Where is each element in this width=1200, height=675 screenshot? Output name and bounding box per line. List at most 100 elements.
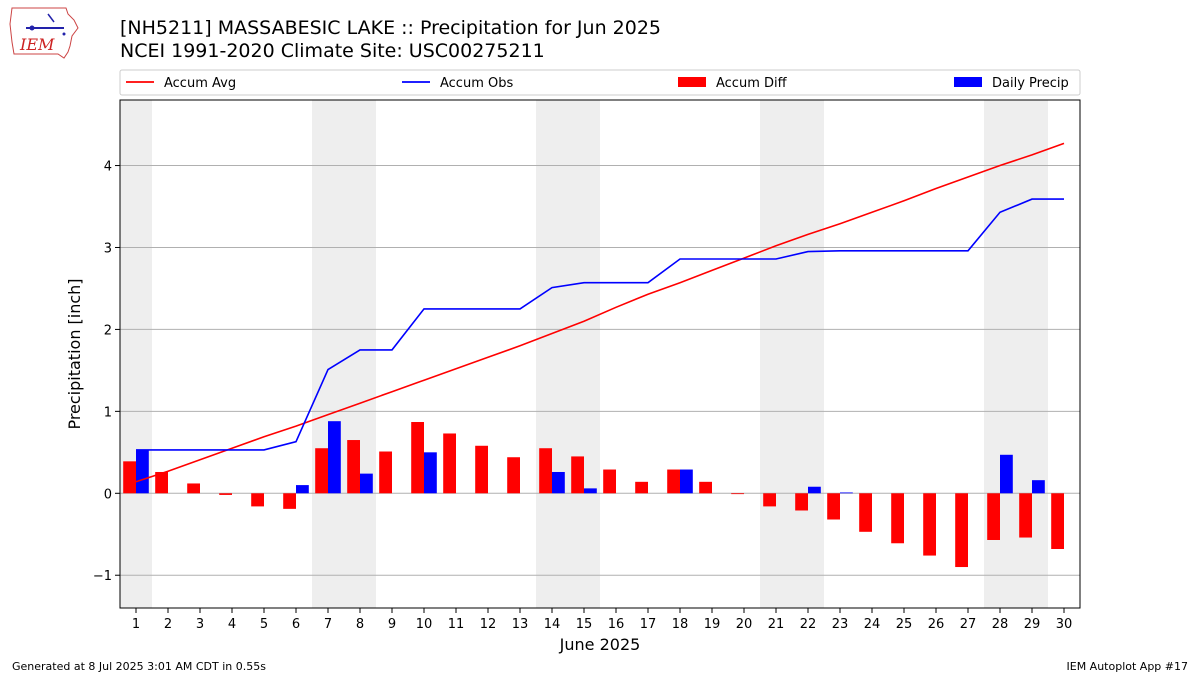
accum-diff-bar (187, 483, 200, 494)
accum-diff-bar (347, 440, 360, 494)
accum-diff-bar (411, 422, 424, 494)
iowa-outline-icon (9, 7, 79, 59)
plot-frame (119, 99, 1081, 609)
x-tick-label: 8 (356, 617, 364, 632)
accum-diff-bar (443, 433, 456, 494)
x-tick-label: 1 (132, 617, 140, 632)
daily-precip-bar (808, 486, 821, 494)
accum-diff-bar (955, 493, 968, 568)
x-tick-label: 13 (512, 617, 529, 632)
footer-app-text: IEM Autoplot App #17 (1066, 660, 1189, 673)
x-tick-label: 14 (544, 617, 561, 632)
accum-diff-bar (731, 493, 744, 495)
x-tick-label: 20 (736, 617, 753, 632)
x-tick-label: 26 (928, 617, 945, 632)
accum-diff-bar (539, 448, 552, 494)
accum-diff-bar (123, 461, 136, 494)
chart-title: [NH5211] MASSABESIC LAKE :: Precipitatio… (120, 17, 661, 39)
accum-diff-bar (987, 493, 1000, 540)
iem-logo: IEM (9, 7, 79, 59)
x-tick-label: 15 (576, 617, 593, 632)
logo-text: IEM (19, 35, 55, 54)
x-tick-label: 6 (292, 617, 300, 632)
x-tick-label: 28 (992, 617, 1009, 632)
daily-precip-bar (360, 473, 373, 494)
x-tick-label: 2 (164, 617, 172, 632)
accum-diff-bar (795, 493, 808, 511)
x-tick-label: 7 (324, 617, 332, 632)
y-tick-label: −1 (93, 569, 112, 584)
accum-diff-bar (155, 471, 168, 494)
daily-precip-bar (840, 492, 853, 494)
legend-box (119, 69, 1081, 96)
x-tick-label: 29 (1024, 617, 1041, 632)
chart-subtitle: NCEI 1991-2020 Climate Site: USC00275211 (120, 40, 545, 62)
x-tick-label: 19 (704, 617, 721, 632)
x-tick-label: 23 (832, 617, 849, 632)
x-tick-label: 16 (608, 617, 625, 632)
legend-label: Accum Avg (164, 76, 236, 91)
accum-diff-bar (635, 481, 648, 494)
legend-label: Daily Precip (992, 76, 1069, 91)
x-tick-label: 12 (480, 617, 497, 632)
bars (123, 421, 1064, 568)
weekend-shading (120, 100, 1048, 608)
accum-diff-bar (603, 469, 616, 494)
accum-diff-bar (283, 493, 296, 509)
legend-label: Accum Obs (440, 76, 513, 91)
lines (135, 142, 1065, 483)
x-axis-label: June 2025 (559, 635, 641, 654)
daily-precip-bar (296, 485, 309, 494)
legend: Accum Avg Accum Obs Accum Diff Daily Precip (119, 69, 1081, 96)
grid-lines (120, 165, 1080, 576)
daily-precip-bar (552, 471, 565, 494)
x-tick-label: 3 (196, 617, 204, 632)
y-tick-label: 3 (104, 241, 112, 256)
accum-diff-bar (1019, 493, 1032, 538)
accum-diff-bar (219, 493, 232, 495)
x-tick-label: 18 (672, 617, 689, 632)
x-tick-label: 25 (896, 617, 913, 632)
daily-precip-bar (1000, 454, 1013, 494)
y-axis-label: Precipitation [inch] (65, 278, 84, 429)
weekend-band (760, 100, 824, 608)
daily-precip-bar (328, 421, 341, 494)
accum-diff-bar (315, 448, 328, 494)
y-tick-label: 4 (104, 160, 112, 175)
x-tick-label: 24 (864, 617, 881, 632)
legend-bar-swatch (678, 77, 706, 87)
accum-diff-bar (667, 469, 680, 494)
accum-diff-bar (475, 445, 488, 494)
legend-label: Accum Diff (716, 76, 788, 91)
x-tick-label: 4 (228, 617, 236, 632)
x-tick-label: 17 (640, 617, 657, 632)
accum-diff-bar (763, 493, 776, 507)
x-tick-label: 30 (1056, 617, 1073, 632)
accum-diff-bar (827, 493, 840, 520)
accum-diff-bar (507, 457, 520, 494)
accum-diff-bar (891, 493, 904, 544)
daily-precip-bar (584, 488, 597, 494)
accum-diff-bar (571, 456, 584, 494)
daily-precip-bar (136, 449, 149, 494)
x-tick-label: 21 (768, 617, 785, 632)
x-tick-label: 11 (448, 617, 465, 632)
daily-precip-bar (1032, 480, 1045, 494)
legend-bar-swatch (954, 77, 982, 87)
accum-diff-bar (699, 481, 712, 494)
y-tick-label: 2 (104, 323, 112, 338)
x-tick-label: 27 (960, 617, 977, 632)
accum-avg-line (135, 142, 1065, 483)
x-tick-label: 22 (800, 617, 817, 632)
footer-generated-text: Generated at 8 Jul 2025 3:01 AM CDT in 0… (12, 660, 266, 673)
x-tick-label: 10 (416, 617, 433, 632)
accum-diff-bar (251, 493, 264, 507)
accum-obs-line (136, 198, 1064, 451)
x-tick-label: 5 (260, 617, 268, 632)
weekend-band (312, 100, 376, 608)
accum-diff-bar (859, 493, 872, 532)
y-tick-label: 0 (104, 487, 112, 502)
y-tick-label: 1 (104, 405, 112, 420)
